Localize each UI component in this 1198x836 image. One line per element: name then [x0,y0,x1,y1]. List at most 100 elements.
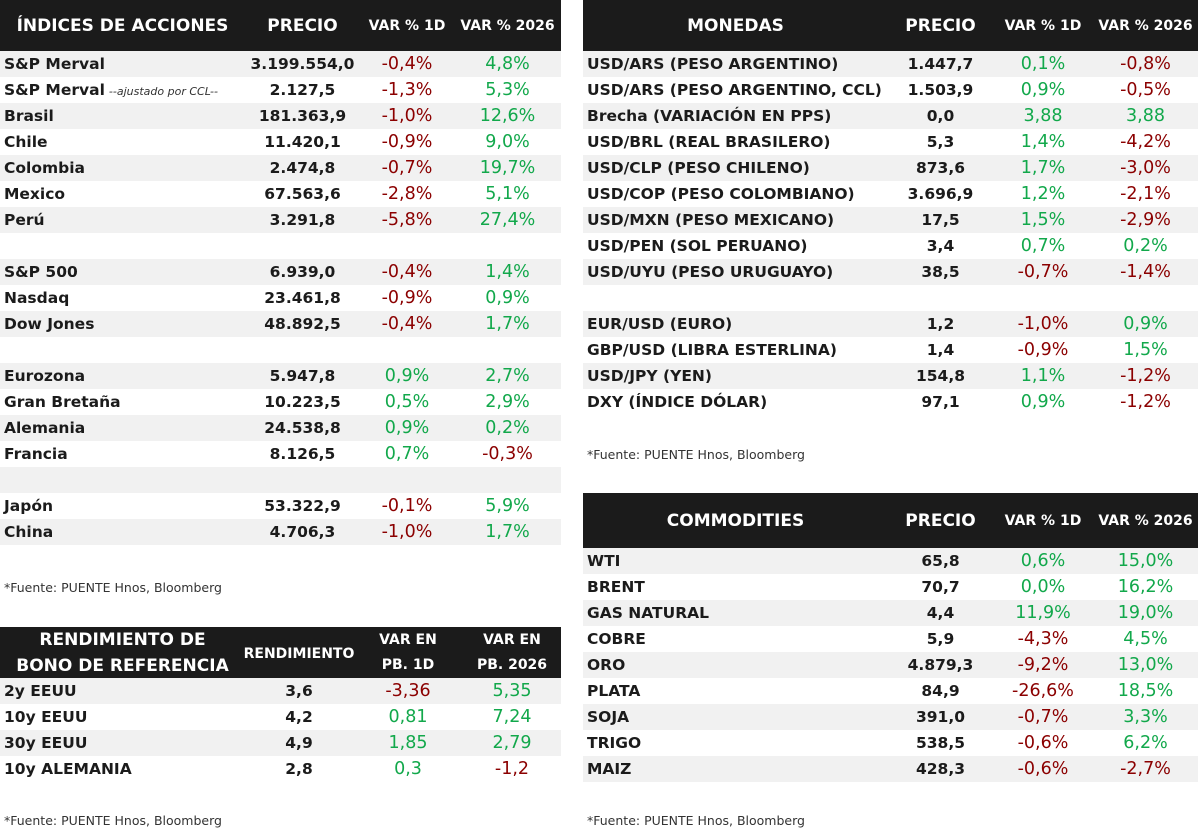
commodity-name: TRIGO [587,730,641,756]
currency-var-ytd: -1,2% [1120,392,1171,412]
currency-name-text: USD/CLP (PESO CHILENO) [587,159,810,177]
bond-var-1d: 0,3 [394,759,422,779]
bond-row: 10y EEUU 4,2 0,81 7,24 [0,704,561,730]
equity-row: Gran Bretaña 10.223,5 0,5% 2,9% [0,389,561,415]
currency-var-1d: 0,1% [1020,54,1066,74]
equity-var-1d: -1,3% [381,80,433,100]
commodity-name: BRENT [587,574,645,600]
commodity-var-1d: -0,6% [1017,733,1069,753]
commodity-header-name: COMMODITIES [666,510,805,531]
currency-name: USD/JPY (YEN) [587,363,712,389]
commodity-name: PLATA [587,678,640,704]
commodity-name: ORO [587,652,625,678]
equity-var-1d: 0,9% [384,418,430,438]
bond-table-header: RENDIMIENTO DE BONO DE REFERENCIA RENDIM… [0,627,561,678]
equity-var-1d: -0,9% [381,132,433,152]
currency-row: USD/UYU (PESO URUGUAYO) 38,5 -0,7% -1,4% [583,259,1198,285]
currency-var-1d: 0,9% [1020,392,1066,412]
equity-var-1d: -0,4% [381,262,433,282]
currency-header-price: PRECIO [905,15,976,36]
equity-var-ytd: 19,7% [479,158,536,178]
currency-var-1d: 0,9% [1020,80,1066,100]
currency-var-ytd: 0,2% [1123,236,1168,256]
commodity-var-ytd: 19,0% [1117,603,1174,623]
equity-name: China [4,519,53,545]
currency-row: USD/ARS (PESO ARGENTINO, CCL) 1.503,9 0,9%… [583,77,1198,103]
bond-header-name: RENDIMIENTO DE BONO DE REFERENCIA [0,627,245,678]
currency-header-var-1d: VAR % 1D [1004,17,1082,34]
currency-name-text: USD/ARS (PESO ARGENTINO, CCL) [587,81,882,99]
bond-header-name-line1: RENDIMIENTO DE [39,629,206,650]
bond-row: 2y EEUU 3,6 -3,36 5,35 [0,678,561,704]
equity-name-text: Japón [4,497,54,515]
currency-name: EUR/USD (EURO) [587,311,732,337]
currency-name-text: USD/UYU (PESO URUGUAYO) [587,263,834,281]
commodity-name-text: COBRE [587,630,646,648]
currency-name: USD/COP (PESO COLOMBIANO) [587,181,855,207]
currencies-table: MONEDAS PRECIO VAR % 1D VAR % 2026 USD/A… [583,0,1198,462]
equity-price: 53.322,9 [264,497,341,515]
equity-row: Dow Jones 48.892,5 -0,4% 1,7% [0,311,561,337]
currency-var-ytd: -2,9% [1120,210,1171,230]
equity-name: Eurozona [4,363,85,389]
commodity-header-var-ytd: VAR % 2026 [1098,512,1193,529]
equity-var-1d: 0,9% [384,366,430,386]
equity-spacer-row [0,233,561,259]
equity-price: 3.199.554,0 [250,55,355,73]
equity-header-var-1d: VAR % 1D [368,17,446,34]
equity-var-1d: -0,9% [381,288,433,308]
commodity-price: 428,3 [915,760,966,778]
equity-var-1d: -0,4% [381,54,433,74]
currency-price: 5,3 [926,133,955,151]
commodity-price: 538,5 [915,734,966,752]
commodity-price: 70,7 [921,578,960,596]
bond-header-var-ytd-line2: PB. 2026 [476,656,548,673]
equity-row: Nasdaq 23.461,8 -0,9% 0,9% [0,285,561,311]
bond-var-ytd: 7,24 [492,707,532,727]
currency-var-1d: -0,7% [1017,262,1069,282]
equity-var-1d: -5,8% [381,210,433,230]
currency-name-text: GBP/USD (LIBRA ESTERLINA) [587,341,837,359]
bond-name-text: 2y EEUU [4,682,77,700]
currency-name: GBP/USD (LIBRA ESTERLINA) [587,337,837,363]
currency-name-text: USD/ARS (PESO ARGENTINO) [587,55,839,73]
equity-var-1d: -1,0% [381,522,433,542]
currency-name: USD/UYU (PESO URUGUAYO) [587,259,833,285]
bond-name: 10y EEUU [4,704,87,730]
currency-price: 873,6 [915,159,966,177]
equity-row: S&P Merval 3.199.554,0 -0,4% 4,8% [0,51,561,77]
equity-price: 3.291,8 [269,211,336,229]
commodity-row: BRENT 70,7 0,0% 16,2% [583,574,1198,600]
commodity-price: 4.879,3 [907,656,974,674]
equity-var-1d: -0,1% [381,496,433,516]
currency-var-1d: 3,88 [1023,106,1063,126]
bond-name: 30y EEUU [4,730,87,756]
equity-price: 181.363,9 [258,107,347,125]
commodity-name-text: GAS NATURAL [587,604,710,622]
commodity-var-ytd: 6,2% [1123,733,1168,753]
currency-table-body: USD/ARS (PESO ARGENTINO) 1.447,7 0,1% -0,8%… [583,51,1198,415]
currency-name-text: USD/JPY (YEN) [587,367,712,385]
equity-name-text: Alemania [4,419,86,437]
commodity-var-ytd: 3,3% [1123,707,1168,727]
currency-name: DXY (ÍNDICE DÓLAR) [587,389,767,415]
currency-price: 154,8 [915,367,966,385]
equity-header-var-ytd: VAR % 2026 [460,17,555,34]
equity-var-ytd: 0,9% [485,288,530,308]
commodity-row: SOJA 391,0 -0,7% 3,3% [583,704,1198,730]
commodity-var-ytd: 13,0% [1117,655,1174,675]
equity-name: Nasdaq [4,285,69,311]
equity-name-text: Colombia [4,159,86,177]
equity-var-1d: 0,7% [384,444,430,464]
equity-name: Colombia [4,155,85,181]
bond-name: 2y EEUU [4,678,77,704]
equity-var-ytd: 1,7% [485,522,530,542]
equity-name: S&P Merval --ajustado por CCL-- [4,77,218,103]
currency-row: USD/JPY (YEN) 154,8 1,1% -1,2% [583,363,1198,389]
currency-name: USD/BRL (REAL BRASILERO) [587,129,831,155]
equity-row: Brasil 181.363,9 -1,0% 12,6% [0,103,561,129]
equity-header-name: ÍNDICES DE ACCIONES [16,15,229,36]
currency-row: DXY (ÍNDICE DÓLAR) 97,1 0,9% -1,2% [583,389,1198,415]
equity-name: Mexico [4,181,65,207]
currency-var-ytd: -2,1% [1120,184,1171,204]
